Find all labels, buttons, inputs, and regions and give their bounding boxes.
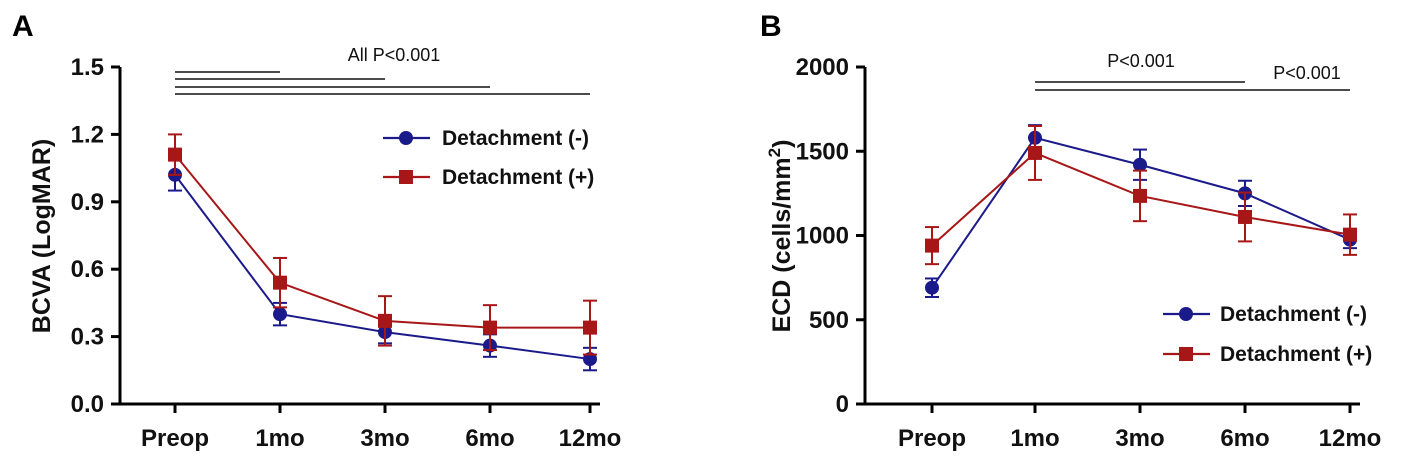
significance-brackets-b [1035, 81, 1350, 91]
data-point-square [1238, 209, 1252, 224]
panel-a: A BCVA (LogMAR) All P<0.001 0.0 0.3 0.6 0.9… [12, 10, 621, 452]
data-point-square [1133, 188, 1147, 203]
x-tick-label: Preop [898, 425, 966, 452]
y-tick-label: 1.2 [71, 121, 104, 148]
y-axis-title-b: ECD (cells/mm2) [765, 140, 796, 333]
y-tick-label: 1.5 [71, 54, 104, 81]
data-point-square [378, 313, 392, 328]
legend-marker-detachment-neg-b [1179, 307, 1193, 321]
legend-marker-detachment-pos-a [399, 170, 413, 184]
y-tick-label: 0.9 [71, 189, 104, 216]
y-tick-label: 0.3 [71, 324, 104, 351]
x-tick-label: 6mo [1220, 425, 1269, 452]
y-tick-label: 0 [836, 391, 849, 418]
data-point-square [273, 275, 287, 290]
panel-letter-b: B [760, 10, 782, 43]
y-tick-label: 2000 [796, 54, 849, 81]
data-point-square [483, 320, 497, 335]
legend-marker-detachment-neg-a [399, 131, 413, 145]
legend-a: Detachment (-) Detachment (+) [383, 127, 594, 189]
axes-b: 0 500 1000 1500 2000 Preop 1mo 3mo 6mo 12mo [796, 54, 1382, 452]
data-point-square [925, 238, 939, 253]
y-tick-label: 500 [809, 307, 849, 334]
data-point-square [1343, 227, 1357, 242]
significance-brackets-a [175, 71, 590, 95]
y-tick-label: 1000 [796, 223, 849, 250]
y-tick-label: 0.0 [71, 391, 104, 418]
x-tick-label: 3mo [1115, 425, 1164, 452]
data-point-circle [1133, 157, 1147, 172]
y-axis-title-b-superscript: 2 [765, 148, 784, 157]
y-axis-title-a: BCVA (LogMAR) [28, 139, 56, 333]
panel-b: B ECD (cells/mm2) P<0.001 P<0.001 0 500 10… [760, 10, 1381, 452]
x-tick-label: Preop [141, 425, 209, 452]
x-tick-label: 12mo [1319, 425, 1382, 452]
x-tick-label: 6mo [465, 425, 514, 452]
y-axis-title-b-close: ) [768, 140, 796, 148]
legend-b: Detachment (-) Detachment (+) [1163, 303, 1372, 366]
y-axis-title-b-main: ECD (cells/mm [768, 157, 796, 332]
significance-label-b-1: P<0.001 [1107, 51, 1175, 71]
legend-label-detachment-pos-a: Detachment (+) [442, 166, 594, 189]
data-point-circle [925, 280, 939, 295]
legend-label-detachment-neg-b: Detachment (-) [1220, 303, 1367, 326]
x-tick-label: 1mo [1010, 425, 1059, 452]
data-point-square [168, 147, 182, 162]
significance-label-a: All P<0.001 [348, 45, 441, 65]
x-tick-label: 1mo [255, 425, 304, 452]
legend-marker-detachment-pos-b [1179, 347, 1193, 361]
legend-label-detachment-neg-a: Detachment (-) [442, 127, 589, 150]
x-tick-label: 12mo [559, 425, 622, 452]
plot-area-a [168, 133, 597, 372]
plot-area-b [925, 124, 1357, 299]
y-tick-label: 1500 [796, 138, 849, 165]
axes-a: 0.0 0.3 0.6 0.9 1.2 1.5 Preop 1mo 3mo 6mo 12mo [71, 54, 622, 452]
data-point-circle [273, 307, 287, 322]
data-point-square [1028, 145, 1042, 160]
x-tick-label: 3mo [360, 425, 409, 452]
significance-label-b-2: P<0.001 [1273, 63, 1341, 83]
y-tick-label: 0.6 [71, 256, 104, 283]
legend-label-detachment-pos-b: Detachment (+) [1220, 343, 1372, 366]
panel-letter-a: A [12, 10, 34, 43]
data-point-square [583, 320, 597, 335]
